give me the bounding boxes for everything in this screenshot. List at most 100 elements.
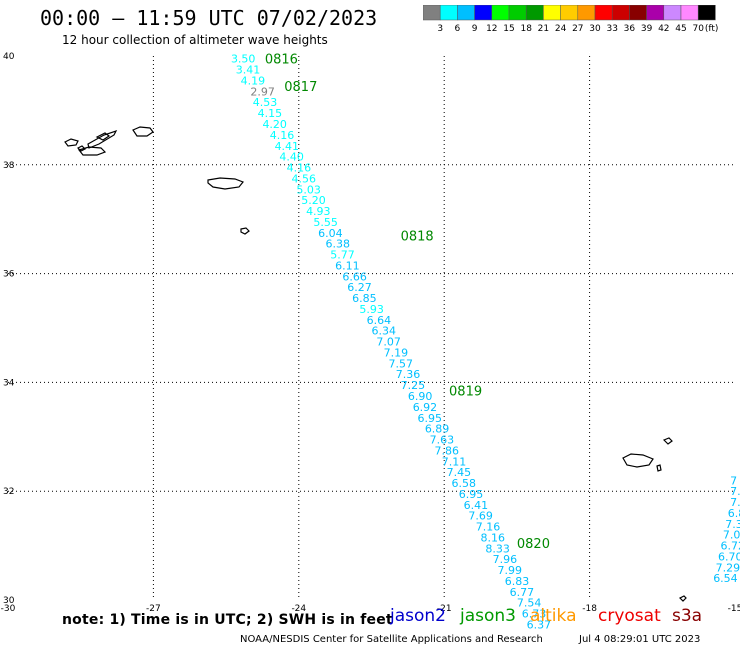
island-santa-maria <box>240 227 250 235</box>
island-sao-jorge <box>87 129 118 149</box>
colorbar-tick-label: 45 <box>675 24 686 34</box>
swh-value: 4.20 <box>262 118 287 131</box>
swh-value: 4.53 <box>253 96 277 109</box>
swh-value: 7.3 <box>725 518 740 531</box>
swh-value: 6.8 <box>728 507 740 520</box>
pass-time-label: 0816 <box>265 53 298 68</box>
swh-value: 7.25 <box>401 379 426 392</box>
swh-value: 7.45 <box>447 466 472 479</box>
colorbar-tick-label: 39 <box>641 24 653 34</box>
lon-tick-label: -24 <box>291 604 306 614</box>
colorbar-tick-label: 9 <box>472 24 478 34</box>
colorbar-tick-label: 70 <box>692 24 704 34</box>
swh-value: 6.34 <box>372 325 397 338</box>
island-graciosa <box>132 126 154 137</box>
swh-value: 7.11 <box>442 455 467 468</box>
colorbar-tick-label: 24 <box>555 24 567 34</box>
swh-value: 6.54 <box>713 572 738 585</box>
swh-value: 7.07 <box>376 336 401 349</box>
island-terceira <box>207 177 244 190</box>
swh-value: 4.19 <box>241 74 266 87</box>
note-text: note: 1) Time is in UTC; 2) SWH is in fe… <box>62 612 393 628</box>
island-pico <box>77 146 107 156</box>
lat-tick-label: 36 <box>3 270 15 280</box>
lat-tick-label: 34 <box>3 378 15 388</box>
swh-value: 6.70 <box>718 550 740 563</box>
colorbar-tick-label: 42 <box>658 24 669 34</box>
colorbar-tick-label: 12 <box>486 24 497 34</box>
lon-tick-label: -15 <box>728 604 740 614</box>
swh-value: 6.89 <box>425 423 450 436</box>
land-outlines <box>64 126 687 602</box>
pass-time-label: 0818 <box>401 230 434 245</box>
satellite-s3a-label: s3a <box>672 606 703 626</box>
swh-value: 4.93 <box>306 205 331 218</box>
lat-lon-grid <box>8 56 735 600</box>
colorbar-unit: (ft) <box>705 24 719 34</box>
axis-labels: -30 -27 -24 -21 -18 -15 40 38 36 34 32 30 <box>1 52 740 614</box>
pass-time-label: 0820 <box>517 537 550 552</box>
swh-value: 4.16 <box>287 162 312 175</box>
swh-value: 6.77 <box>510 586 535 599</box>
swh-value: 6.11 <box>335 259 360 272</box>
satellite-jason2-label: jason2 <box>390 606 446 626</box>
pass-labels: 0816 0817 0818 0819 0820 <box>265 53 550 552</box>
swh-value: 5.55 <box>313 216 338 229</box>
swh-value: 6.58 <box>451 477 476 490</box>
swh-value: 7.86 <box>435 444 460 457</box>
swh-value: 8.16 <box>481 531 506 544</box>
swh-value: 7.96 <box>493 553 517 566</box>
swh-value: 5.77 <box>330 249 355 262</box>
swh-value: 7.63 <box>430 434 455 447</box>
swh-value: 7.16 <box>476 521 501 534</box>
swh-value: 6.27 <box>347 281 372 294</box>
swh-value: 6.95 <box>418 412 443 425</box>
swh-value: 7.29 <box>716 561 740 574</box>
swh-value: 6.64 <box>367 314 392 327</box>
swh-value: 4.40 <box>279 151 304 164</box>
swh-value: 8.33 <box>485 542 510 555</box>
lat-tick-label: 38 <box>3 161 15 171</box>
swh-value: 6.92 <box>413 401 438 414</box>
swh-value: 7.69 <box>468 510 493 523</box>
swh-value: 7. <box>730 485 740 498</box>
swh-value: 7.54 <box>517 597 542 610</box>
swh-value: 4.41 <box>275 140 300 153</box>
island-flores <box>64 138 79 147</box>
swh-value: 7.19 <box>384 346 409 359</box>
altimeter-track: 3.503.414.192.974.534.154.204.164.414.40… <box>231 53 740 632</box>
satellite-jason3-label: jason3 <box>460 606 516 626</box>
swh-value: 2.97 <box>250 85 274 98</box>
swh-value: 6.90 <box>408 390 433 403</box>
swh-value: 4.15 <box>258 107 283 120</box>
lat-tick-label: 32 <box>3 487 14 497</box>
lat-tick-label: 30 <box>3 596 15 606</box>
colorbar-swatch <box>697 5 716 21</box>
swh-value: 7.36 <box>396 368 421 381</box>
pass-time-label: 0817 <box>284 80 317 95</box>
wave-height-colorbar: 3 6 9 12 15 18 21 24 27 30 33 36 39 42 45 70 (ft) <box>423 5 719 34</box>
swh-value: 6.41 <box>464 499 489 512</box>
page-subtitle: 12 hour collection of altimeter wave hei… <box>62 33 328 47</box>
colorbar-tick-label: 21 <box>538 24 549 34</box>
swh-value: 6.04 <box>318 227 343 240</box>
page-title: 00:00 – 11:59 UTC 07/02/2023 <box>40 6 378 30</box>
swh-value: 6.73 <box>522 608 547 621</box>
colorbar-tick-label: 15 <box>503 24 514 34</box>
colorbar-tick-label: 27 <box>572 24 583 34</box>
credit-text: NOAA/NESDIS Center for Satellite Applica… <box>240 634 543 645</box>
island-faial <box>95 132 111 141</box>
colorbar-tick-label: 36 <box>624 24 636 34</box>
swh-value: 6.83 <box>505 575 530 588</box>
lon-tick-label: -27 <box>146 604 161 614</box>
swh-value: 5.20 <box>301 194 326 207</box>
swh-value: 7.99 <box>498 564 522 577</box>
lon-tick-label: -21 <box>437 604 452 614</box>
colorbar-tick-label: 3 <box>437 24 443 34</box>
lat-tick-label: 40 <box>3 52 15 62</box>
swh-value: 7.57 <box>388 357 413 370</box>
swh-value: 6.95 <box>459 488 484 501</box>
swh-value: 7. <box>730 496 740 509</box>
satellite-altika-label: altika <box>530 606 577 626</box>
swh-value: 7.04 <box>723 529 740 542</box>
